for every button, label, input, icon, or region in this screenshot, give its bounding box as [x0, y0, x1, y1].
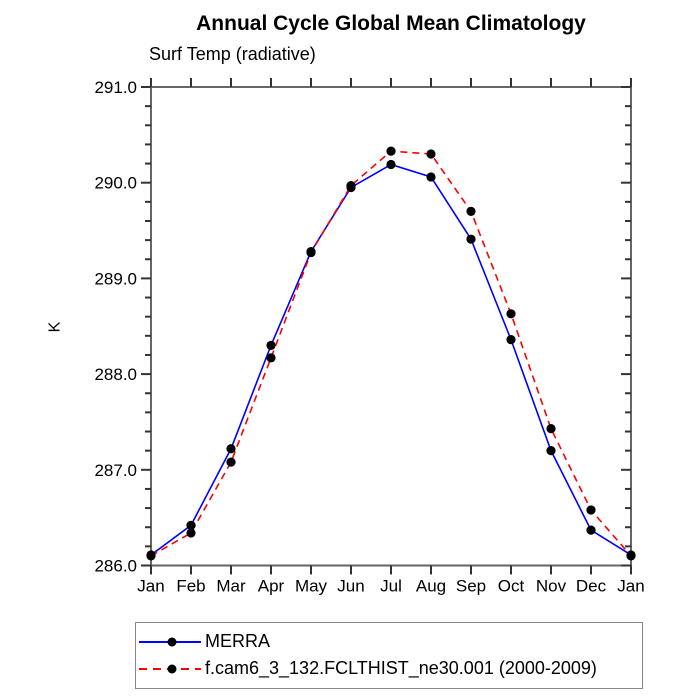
data-point-marker [466, 206, 476, 217]
legend-marker [167, 637, 177, 646]
x-tick-label: Sep [456, 577, 486, 596]
x-tick-label: Jun [337, 577, 364, 596]
legend-row: MERRA [136, 628, 642, 655]
y-tick-label: 289.0 [94, 269, 137, 288]
y-tick-label: 290.0 [94, 174, 137, 193]
data-point-marker [346, 180, 356, 191]
data-point-marker [586, 505, 596, 515]
data-point-marker [506, 335, 516, 345]
x-tick-label: Mar [216, 577, 246, 596]
data-point-marker [266, 340, 276, 350]
series-line-model [150, 150, 632, 557]
legend-row: f.cam6_3_132.FCLTHIST_ne30.001 (2000-200… [136, 655, 642, 682]
legend-marker [167, 664, 177, 673]
data-point-marker [226, 444, 236, 454]
y-tick-label: 288.0 [94, 365, 137, 384]
data-point-marker [186, 520, 196, 530]
legend-swatch [139, 637, 201, 646]
x-tick-label: Jan [137, 577, 164, 596]
plot-box [150, 86, 632, 567]
legend-swatch [139, 664, 201, 673]
data-point-marker [386, 159, 396, 170]
x-tick-label: Apr [258, 577, 285, 596]
data-point-marker [426, 172, 436, 182]
data-point-marker [426, 149, 436, 159]
data-point-marker [226, 457, 236, 467]
y-tick-label: 287.0 [94, 461, 137, 480]
x-tick-label: Feb [176, 577, 205, 596]
x-tick-label: Aug [416, 577, 446, 596]
y-tick-label: 286.0 [94, 557, 137, 576]
x-tick-label: Jan [617, 577, 644, 596]
data-point-marker [386, 146, 396, 156]
data-point-marker [506, 309, 516, 319]
x-tick-label: Jul [380, 577, 402, 596]
data-point-marker [146, 551, 156, 561]
x-tick-label: Oct [498, 577, 525, 596]
data-point-marker [626, 551, 636, 561]
y-tick-label: 291.0 [94, 78, 137, 97]
data-point-marker [546, 446, 556, 456]
data-point-marker [546, 424, 556, 434]
legend-label: MERRA [205, 631, 271, 651]
x-tick-label: May [295, 577, 328, 596]
legend-box: MERRA f.cam6_3_132.FCLTHIST_ne30.001 (200… [135, 622, 643, 689]
data-point-marker [266, 353, 276, 363]
data-point-marker [186, 528, 196, 538]
chart-title: Annual Cycle Global Mean Climatology [196, 12, 586, 35]
x-tick-label: Dec [576, 577, 607, 596]
x-tick-label: Nov [536, 577, 567, 596]
data-point-marker [306, 247, 316, 258]
series-line-merra [150, 163, 632, 556]
data-point-marker [586, 525, 596, 535]
plot-area: Jan Feb Mar Apr May Jun Jul Aug Sep Oct Nov Dec Jan2… [94, 78, 645, 596]
legend-label: f.cam6_3_132.FCLTHIST_ne30.001 (2000-200… [205, 658, 597, 678]
chart-subtitle: Surf Temp (radiative) [149, 44, 316, 64]
data-point-marker [466, 234, 476, 244]
